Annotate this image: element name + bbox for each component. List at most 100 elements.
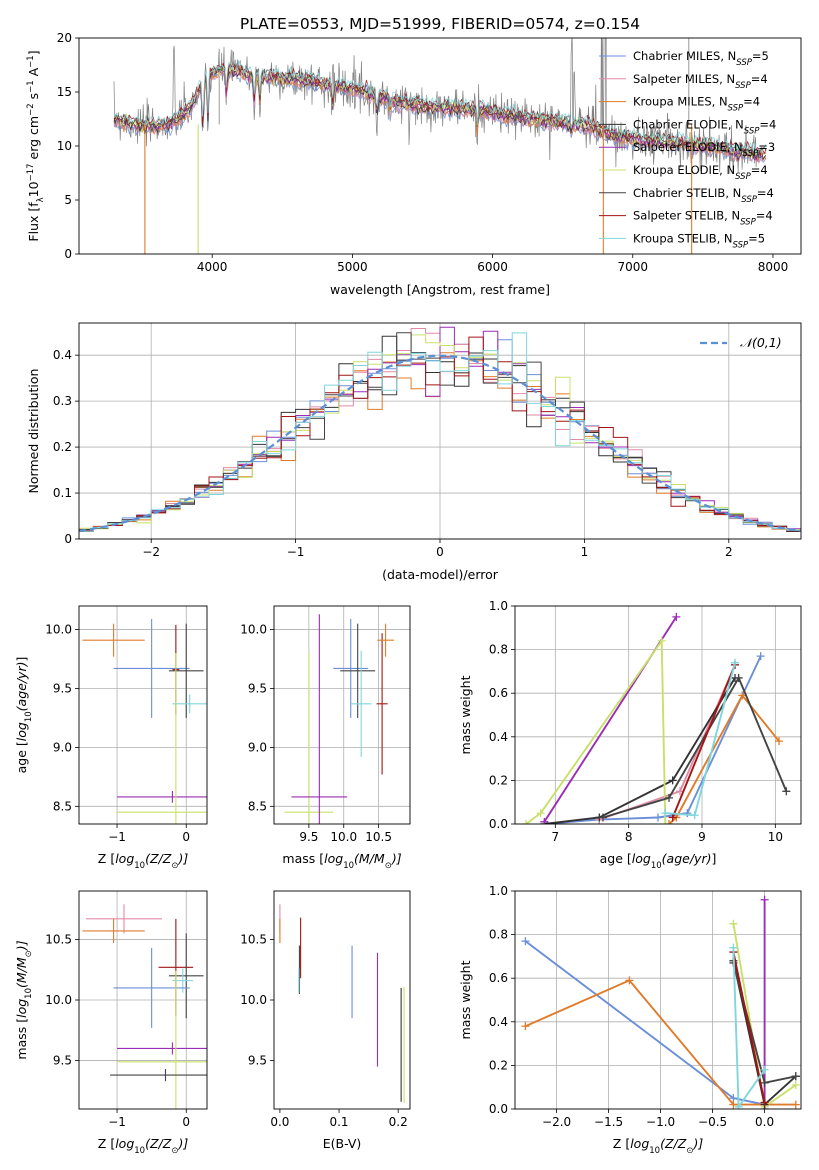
plot-area [113, 38, 767, 254]
weight-marker-chabrier_stelib [665, 793, 673, 802]
y-tick-label: 0.4 [489, 1015, 508, 1029]
weight-line-chabrier_elodie [544, 677, 736, 824]
weight-marker-chabrier_miles [683, 809, 692, 818]
legend-label-salpeter_elodie: Salpeter ELODIE, NSSP=3 [633, 140, 775, 159]
legend-label-salpeter_miles: Salpeter MILES, NSSP=4 [633, 72, 768, 91]
weight-marker-kroupa_stelib [690, 811, 699, 820]
weight-marker-kroupa_elodie [536, 809, 545, 818]
y-tick-label: 9.5 [248, 681, 267, 695]
plot-area [79, 326, 801, 532]
weight-marker-chabrier_stelib [734, 673, 743, 682]
weight-marker-kroupa_elodie [522, 820, 530, 824]
x-tick-label: 7 [552, 830, 560, 844]
x-axis-label: (data-model)/error [382, 567, 499, 582]
normal-curve [79, 354, 801, 532]
y-tick-label: 0.0 [489, 1102, 508, 1116]
plot-area [521, 895, 800, 1109]
model-spectrum-chabrier_stelib [113, 63, 767, 158]
y-tick-label: 0.8 [489, 643, 508, 657]
weight-marker-chabrier_miles [654, 813, 662, 822]
y-axis-label: Normed distribution [26, 369, 41, 494]
weight-line-salpeter_stelib [671, 664, 736, 818]
axes-frame [514, 890, 802, 1110]
model-spectrum-kroupa_elodie [113, 62, 767, 158]
y-tick-label: 9.5 [248, 1054, 267, 1068]
x-tick-label: 0 [436, 545, 444, 559]
weight-marker-kroupa_miles [729, 1100, 738, 1109]
plot-area [279, 904, 405, 1103]
y-tick-label: 1.0 [489, 599, 508, 613]
weight-marker-kroupa_stelib [731, 658, 739, 667]
x-axis-label: E(B-V) [323, 1136, 362, 1151]
x-tick-label: 6000 [477, 260, 508, 274]
axes-frame [514, 605, 802, 825]
weight-marker-kroupa_elodie [729, 919, 738, 928]
y-tick-label: 0.3 [53, 394, 72, 408]
y-tick-label: 0.6 [489, 686, 508, 700]
y-axis-label: mass [log10(M/M⊙)] [14, 940, 34, 1059]
chart-spectrum: 4000 5000 6000 7000 8000 0 5 10 15 20 wavelength [… [26, 31, 802, 297]
weight-marker-kroupa_miles [791, 1100, 800, 1109]
x-tick-label: 2 [725, 545, 733, 559]
weight-marker-chabrier_elodie [668, 776, 677, 785]
weight-marker-chabrier_miles [756, 652, 765, 661]
x-tick-label: 0 [182, 1115, 190, 1129]
y-tick-label: 10.0 [45, 993, 72, 1007]
x-tick-label: −2.0 [542, 1115, 571, 1129]
y-tick-label: 0.0 [489, 817, 508, 831]
y-tick-label: 0 [64, 247, 72, 261]
x-axis-label: Z [log10(Z/Z⊙)] [613, 1136, 704, 1156]
x-tick-label: −1 [108, 830, 126, 844]
weight-line-chabrier_miles [524, 940, 765, 1106]
y-tick-label: 20 [57, 31, 72, 45]
y-axis-label: mass weight [458, 960, 473, 1039]
x-axis-label: mass [log10(M/M⊙)] [282, 851, 401, 871]
y-tick-label: 10.5 [240, 932, 267, 946]
x-axis-label: wavelength [Angstrom, rest frame] [330, 282, 550, 297]
chart-mass_vs_ebv: 0.0 0.1 0.2 9.5 10.0 10.5 E(B-V) [240, 890, 411, 1151]
x-tick-label: −1.0 [646, 1115, 675, 1129]
legend-label-kroupa_elodie: Kroupa ELODIE, NSSP=4 [633, 163, 768, 182]
weight-marker-salpeter_elodie [672, 612, 681, 621]
axes-frame [78, 37, 802, 255]
x-axis-label: Z [log10(Z/Z⊙)] [98, 851, 189, 871]
histogram-kroupa_elodie [79, 334, 801, 531]
weight-marker-kroupa_elodie [791, 1081, 800, 1090]
chart-age_vs_Z: −1 0 8.5 9.0 9.5 10.0 Z [log10(Z/Z⊙)] age [log1… [14, 605, 208, 871]
plot-area [522, 612, 791, 824]
x-tick-label: 5000 [337, 260, 368, 274]
y-tick-label: 0.8 [489, 928, 508, 942]
weight-marker-chabrier_stelib [760, 1078, 769, 1087]
x-tick-label: 0.1 [329, 1115, 348, 1129]
x-tick-label: 0.2 [389, 1115, 408, 1129]
legend-label-chabrier_miles: Chabrier MILES, NSSP=5 [633, 49, 769, 68]
plot-area [82, 618, 207, 824]
y-tick-label: 15 [57, 85, 72, 99]
x-tick-label: 8000 [758, 260, 789, 274]
y-tick-label: 8.5 [248, 799, 267, 813]
x-tick-label: −1.5 [594, 1115, 623, 1129]
weight-line-chabrier_stelib [602, 675, 788, 819]
y-tick-label: 0.2 [489, 1058, 508, 1072]
x-tick-label: 4000 [197, 260, 228, 274]
x-tick-label: −2 [142, 545, 160, 559]
plot-area [82, 904, 207, 1109]
chart-mass_weight_vs_age: 7 8 9 10 0.0 0.2 0.4 0.6 0.8 1.0 age [log10(age/yr… [458, 599, 802, 871]
figure-title: PLATE=0553, MJD=51999, FIBERID=0574, z=0… [240, 15, 640, 33]
y-tick-label: 0 [64, 532, 72, 546]
x-tick-label: −0.5 [698, 1115, 727, 1129]
weight-marker-salpeter_stelib [760, 1098, 769, 1107]
x-tick-label: 0 [182, 830, 190, 844]
y-tick-label: 9.0 [53, 740, 72, 754]
weight-marker-chabrier_miles [521, 937, 530, 946]
axes-frame [78, 322, 802, 540]
weight-marker-chabrier_stelib [599, 813, 607, 822]
legend-label-normal: 𝒩(0,1) [740, 335, 782, 350]
plot-area [284, 614, 394, 824]
weight-line-kroupa_elodie [525, 637, 667, 824]
weight-marker-chabrier_stelib [791, 1072, 800, 1081]
weight-marker-kroupa_miles [625, 976, 634, 985]
legend-label-salpeter_stelib: Salpeter STELIB, NSSP=4 [633, 209, 773, 228]
legend-label-kroupa_miles: Kroupa MILES, NSSP=4 [633, 95, 760, 114]
